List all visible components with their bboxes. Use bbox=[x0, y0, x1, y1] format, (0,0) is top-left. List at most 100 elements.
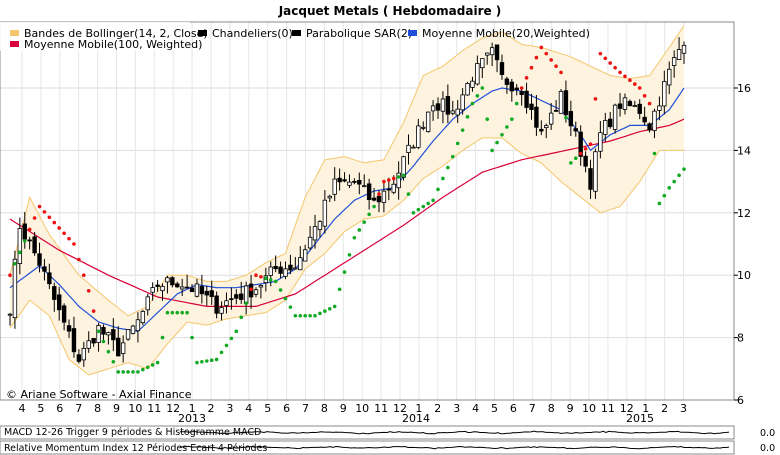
sar-point-bear bbox=[529, 65, 534, 70]
sar-point-bull bbox=[411, 211, 416, 215]
candle-body bbox=[150, 287, 155, 293]
candle-body bbox=[86, 340, 91, 349]
candle-body bbox=[667, 68, 672, 86]
candle-body bbox=[234, 294, 239, 299]
candle-body bbox=[293, 267, 298, 270]
x-tick-label: 12 bbox=[620, 402, 634, 415]
sar-point-bull bbox=[564, 115, 568, 120]
sar-point-bear bbox=[391, 176, 396, 181]
candle-body bbox=[401, 156, 406, 178]
candle-body bbox=[91, 338, 96, 344]
sar-point-bear bbox=[8, 273, 12, 278]
candle-body bbox=[681, 44, 687, 54]
candle-body bbox=[671, 57, 677, 67]
candle-body bbox=[61, 305, 67, 323]
sar-point-bear bbox=[524, 76, 529, 80]
candle-body bbox=[593, 151, 598, 192]
y-tick-label: 8 bbox=[737, 332, 744, 345]
sar-point-bull bbox=[106, 349, 111, 354]
x-year-label: 2015 bbox=[626, 412, 654, 425]
sar-point-bull bbox=[180, 310, 184, 315]
sar-point-bull bbox=[667, 186, 672, 190]
sar-point-bull bbox=[436, 187, 440, 192]
sar-point-bear bbox=[72, 242, 76, 246]
candle-body bbox=[563, 90, 569, 116]
sar-point-bull bbox=[657, 201, 662, 206]
sar-point-bull bbox=[396, 175, 401, 179]
candle-body bbox=[71, 328, 77, 353]
x-tick-label: 5 bbox=[37, 402, 44, 415]
candle-body bbox=[253, 289, 259, 295]
candle-body bbox=[627, 100, 633, 107]
sar-point-bull bbox=[416, 207, 421, 212]
y-tick-label: 6 bbox=[737, 394, 744, 407]
candle-body bbox=[302, 249, 308, 262]
candle-body bbox=[583, 155, 588, 167]
chart-title: Jacquet Metals ( Hebdomadaire ) bbox=[278, 4, 502, 18]
candle-body bbox=[676, 49, 682, 60]
candle-body bbox=[204, 290, 209, 296]
sar-point-bull bbox=[239, 315, 244, 320]
candle-body bbox=[298, 257, 303, 271]
candle-body bbox=[553, 109, 559, 112]
sar-point-bull bbox=[116, 370, 121, 374]
candle-body bbox=[617, 103, 623, 109]
candle-body bbox=[111, 329, 116, 341]
sar-point-bull bbox=[337, 287, 342, 292]
x-tick-label: 6 bbox=[510, 402, 517, 415]
sar-point-bull bbox=[465, 115, 470, 119]
sar-point-bull bbox=[204, 359, 209, 363]
x-tick-label: 7 bbox=[302, 402, 309, 415]
candle-body bbox=[662, 81, 667, 107]
x-tick-label: 3 bbox=[453, 402, 460, 415]
sar-point-bear bbox=[81, 273, 86, 278]
sar-point-bear bbox=[52, 220, 57, 225]
candle-body bbox=[214, 295, 219, 314]
sar-point-bear bbox=[259, 274, 263, 279]
sar-point-bull bbox=[303, 313, 307, 318]
sar-point-bull bbox=[219, 350, 224, 355]
candle-body bbox=[396, 172, 401, 189]
candle-body bbox=[179, 286, 185, 290]
candle-body bbox=[647, 123, 652, 131]
candle-body bbox=[558, 90, 564, 114]
candle-body bbox=[357, 179, 362, 185]
sar-point-bull bbox=[332, 304, 337, 309]
sar-point-bull bbox=[111, 359, 116, 364]
candle-body bbox=[578, 131, 583, 157]
candle-body bbox=[366, 183, 372, 200]
x-tick-label: 11 bbox=[374, 402, 388, 415]
y-tick-label: 10 bbox=[737, 269, 751, 282]
x-tick-label: 2 bbox=[434, 402, 441, 415]
candle-body bbox=[219, 307, 224, 314]
candle-body bbox=[125, 329, 131, 340]
x-tick-label: 11 bbox=[147, 402, 161, 415]
sar-point-bull bbox=[682, 167, 686, 171]
sar-point-bull bbox=[150, 363, 155, 367]
candle-body bbox=[22, 223, 27, 240]
candle-body bbox=[499, 62, 505, 75]
candle-body bbox=[519, 91, 524, 96]
sar-point-bull bbox=[313, 313, 317, 318]
sar-point-bull bbox=[298, 313, 303, 318]
candle-body bbox=[17, 228, 23, 265]
candle-body bbox=[440, 98, 446, 112]
candle-body bbox=[37, 253, 42, 266]
candle-body bbox=[455, 108, 460, 116]
candle-body bbox=[27, 239, 32, 242]
sar-point-bear bbox=[387, 178, 391, 182]
sar-point-bear bbox=[382, 179, 386, 184]
x-tick-label: 8 bbox=[548, 402, 555, 415]
x-tick-label: 12 bbox=[166, 402, 180, 415]
sar-point-bear bbox=[249, 287, 253, 292]
legend-swatch-sar bbox=[292, 30, 301, 36]
sar-point-bull bbox=[22, 239, 27, 243]
sar-point-bear bbox=[633, 82, 637, 86]
sar-point-bull bbox=[352, 235, 357, 240]
sar-point-bear bbox=[578, 151, 583, 156]
candle-body bbox=[170, 277, 175, 286]
sar-point-bull bbox=[293, 313, 298, 318]
candle-body bbox=[106, 332, 111, 336]
candle-body bbox=[243, 285, 249, 304]
x-tick-label: 9 bbox=[340, 402, 347, 415]
